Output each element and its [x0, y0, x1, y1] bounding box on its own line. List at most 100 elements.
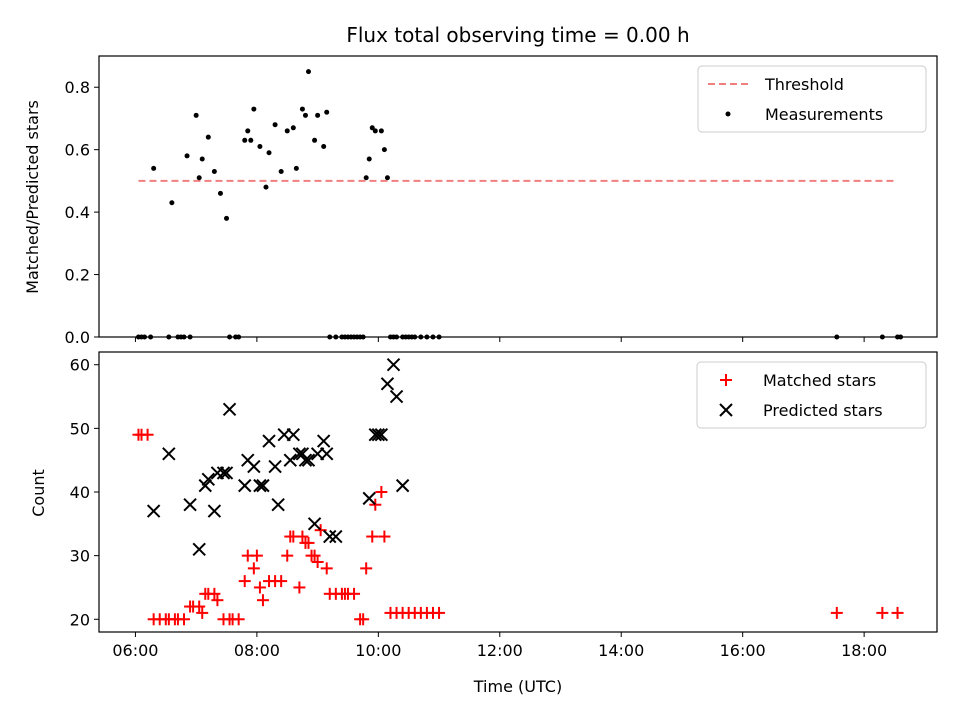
bottom-x-tick-label: 12:00	[477, 641, 523, 660]
matched-star-point	[311, 556, 324, 568]
predicted-star-point	[283, 453, 297, 467]
predicted-star-point	[268, 459, 282, 474]
bottom-x-tick-label: 10:00	[355, 641, 401, 660]
measurement-point	[217, 190, 223, 196]
matched-star-point	[830, 606, 843, 619]
matched-star-point	[275, 575, 288, 588]
matched-star-point	[308, 549, 321, 562]
matched-star-point	[196, 606, 209, 619]
matched-star-point	[178, 613, 191, 626]
matched-star-point	[375, 486, 388, 498]
bottom-legend: Matched stars Predicted stars	[696, 361, 927, 429]
predicted-star-point	[247, 459, 261, 474]
predicted-star-point	[362, 491, 376, 506]
matched-star-point	[348, 587, 361, 600]
predicted-star-point	[320, 447, 334, 461]
measurement-point	[290, 125, 296, 131]
matched-star-point	[360, 562, 373, 575]
measurement-point	[169, 200, 175, 206]
predicted-star-point	[368, 428, 383, 442]
legend-threshold-label: Threshold	[764, 75, 844, 94]
top-y-tick-label: 0.8	[65, 78, 90, 97]
matched-star-point	[369, 498, 382, 511]
top-axes-frame	[98, 55, 938, 338]
top-y-tick-label: 0.4	[65, 203, 90, 222]
predicted-star-point	[286, 428, 301, 442]
predicted-star-point	[262, 434, 276, 448]
bottom-x-ticks: 06:00 08:00 10:00 12:00 14:00 16:00 18:00	[112, 632, 887, 660]
predicted-star-point	[201, 472, 216, 486]
measurement-point	[302, 112, 308, 118]
measurement-point	[251, 106, 257, 112]
legend-predicted-label: Predicted stars	[763, 401, 883, 420]
chart-title: Flux total observing time = 0.00 h	[346, 23, 689, 47]
bottom-x-axis-label: Time (UTC)	[473, 677, 562, 696]
measurement-point	[257, 144, 263, 150]
measurement-point	[372, 128, 378, 134]
top-y-axis-label: Matched/Predicted stars	[23, 100, 42, 294]
bottom-x-tick-label: 06:00	[112, 641, 158, 660]
measurement-point	[293, 165, 299, 171]
measurement-point	[263, 184, 269, 190]
bottom-y-tick-label: 30	[70, 547, 90, 566]
bottom-y-tick-label: 60	[70, 356, 90, 375]
measurement-point	[211, 169, 217, 175]
bottom-panel: 20 30 40 50 60 06:00 08:00 10:00 12:00 14:00 16:0…	[29, 351, 938, 696]
bottom-plot-marks	[132, 358, 904, 626]
measurement-point	[266, 150, 272, 156]
matched-star-point	[256, 594, 269, 607]
predicted-star-point	[183, 498, 197, 512]
legend-measurements-swatch	[725, 111, 731, 117]
measurement-point	[366, 156, 372, 162]
measurement-point	[245, 128, 251, 134]
predicted-star-point	[316, 434, 331, 448]
top-y-tick-label: 0.0	[65, 328, 90, 347]
predicted-star-point	[192, 542, 206, 556]
matched-star-point	[433, 606, 446, 619]
measurement-point	[306, 69, 311, 75]
measurement-point	[224, 215, 230, 221]
measurement-point	[205, 134, 211, 140]
top-legend: Threshold Measurements	[697, 65, 927, 133]
matched-star-point	[876, 606, 889, 619]
matched-star-point	[211, 594, 224, 607]
matched-star-point	[238, 575, 251, 588]
legend-measurements-label: Measurements	[765, 105, 883, 124]
predicted-star-point	[301, 453, 316, 467]
measurement-point	[363, 175, 369, 181]
measurement-point	[378, 128, 384, 134]
measurement-point	[184, 153, 190, 159]
predicted-star-point	[389, 389, 404, 404]
matched-star-point	[891, 606, 904, 619]
bottom-x-tick-label: 18:00	[841, 641, 887, 660]
predicted-star-point	[374, 428, 389, 442]
measurement-point	[278, 169, 284, 175]
matched-star-point	[357, 613, 370, 626]
predicted-star-point	[298, 453, 313, 467]
bottom-x-tick-label: 14:00	[598, 641, 644, 660]
matched-star-point	[302, 536, 315, 549]
matched-star-point	[366, 530, 379, 543]
predicted-star-point	[216, 466, 231, 480]
top-y-ticks: 0.0 0.2 0.4 0.6 0.8	[65, 78, 99, 347]
bottom-y-tick-label: 20	[70, 610, 90, 629]
predicted-star-point	[256, 478, 270, 493]
matched-star-point	[320, 562, 333, 575]
top-x-ticks	[134, 337, 865, 342]
measurement-point	[193, 112, 199, 118]
measurement-point	[324, 109, 330, 115]
measurement-point	[299, 106, 305, 112]
matched-star-point	[247, 562, 260, 575]
matched-star-point	[378, 530, 391, 543]
matched-star-point	[296, 530, 309, 543]
predicted-star-point	[307, 517, 322, 531]
predicted-star-point	[271, 498, 285, 512]
measurement-point	[284, 128, 290, 134]
measurement-point	[381, 147, 387, 153]
measurement-point	[315, 112, 321, 118]
top-y-tick-label: 0.6	[65, 141, 90, 160]
legend-matched-label: Matched stars	[763, 371, 876, 390]
measurement-point	[272, 122, 278, 128]
measurement-point	[196, 175, 202, 181]
